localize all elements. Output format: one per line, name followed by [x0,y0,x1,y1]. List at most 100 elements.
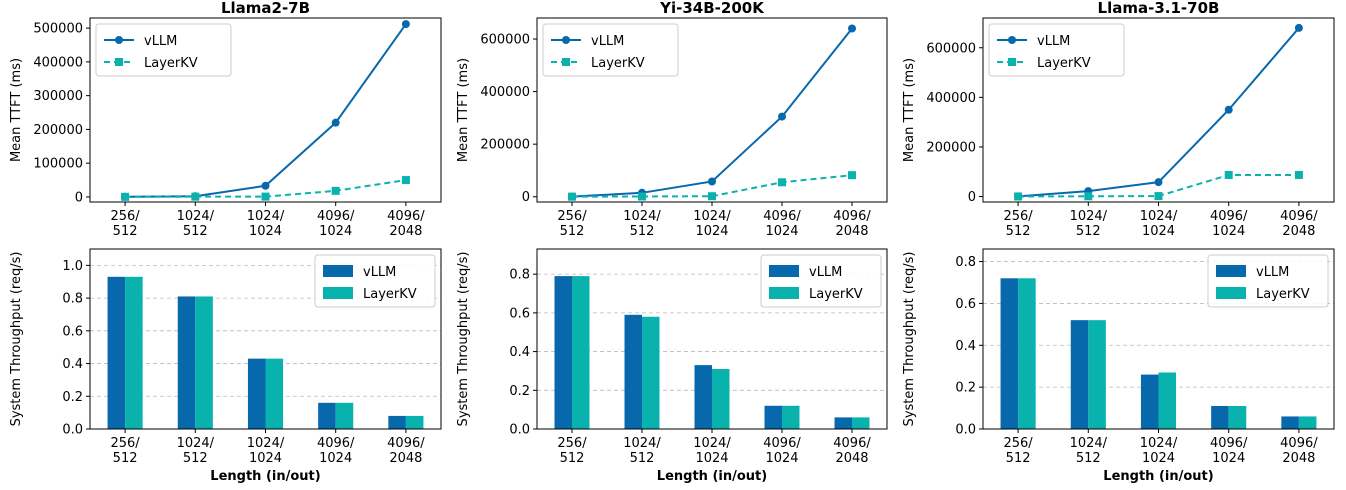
bar-layerkv [405,415,424,429]
point-vllm [848,24,856,33]
x-tick-label: 1024/ [1140,436,1178,451]
point-vllm [1224,105,1233,114]
y-tick-label: 0 [75,190,83,205]
x-tick-label: 4096/ [387,436,425,451]
x-tick-label: 4096/ [763,436,801,451]
point-vllm [708,177,716,186]
x-tick-label: 512 [560,224,585,239]
y-tick-label: 500000 [33,22,83,37]
x-tick-label: 4096/ [317,436,355,451]
x-tick-label: 4096/ [387,209,425,224]
bar-vllm [1281,416,1299,429]
x-tick-label: 4096/ [317,209,355,224]
x-tick-label: 4096/ [833,209,871,224]
x-tick-label: 512 [630,451,655,466]
x-tick-label: 512 [1076,224,1101,239]
x-tick-label: 1024/ [1070,209,1108,224]
x-axis-label: Length (in/out) [1103,469,1213,484]
bar-vllm [624,314,642,429]
y-tick-label: 400000 [480,85,530,100]
x-tick-label: 1024 [319,451,352,466]
y-tick-label: 0.4 [955,339,976,354]
x-tick-label: 256/ [110,436,140,451]
legend-label-layerkv: LayerKV [809,287,863,302]
y-tick-label: 0.8 [955,255,976,270]
x-tick-label: 512 [183,451,208,466]
y-tick-label: 0.6 [955,297,976,312]
x-tick-label: 1024/ [247,209,285,224]
y-tick-label: 0.0 [62,423,83,438]
x-tick-label: 2048 [1282,224,1315,239]
legend: vLLM LayerKV [760,254,882,308]
y-tick-label: 0 [968,190,976,205]
legend-swatch-layerkv [323,287,353,299]
point-layerkv [261,192,270,201]
y-axis-label: Mean TTFT (ms) [456,58,471,162]
y-tick-label: 400000 [33,55,83,70]
x-tick-label: 1024/ [693,436,731,451]
y-tick-label: 400000 [926,91,976,106]
x-tick-label: 512 [113,451,138,466]
x-tick-label: 1024 [249,451,282,466]
bar-vllm [247,358,266,429]
point-vllm [331,118,340,127]
y-axis-label: System Throughput (req/s) [9,252,24,427]
subplot-4: 0.00.20.40.60.81.0256/5121024/5121024/10… [9,248,442,484]
point-layerkv [191,192,200,201]
x-tick-label: 1024/ [177,209,215,224]
legend-label-layerkv: LayerKV [144,56,198,71]
subplot-3: 0200000400000600000256/5121024/5121024/1… [902,0,1335,239]
point-layerkv [778,178,786,187]
bar-layerkv [572,276,590,429]
legend-label-vllm: vLLM [363,265,396,280]
point-layerkv [638,192,646,201]
y-tick-label: 600000 [480,33,530,48]
bar-vllm [177,296,196,429]
point-layerkv [1014,192,1023,201]
subplot-5: 0.00.20.40.60.8256/5121024/5121024/10244… [456,248,888,484]
x-axis-label: Length (in/out) [657,469,767,484]
legend-marker-vllm [1008,36,1016,44]
bar-vllm [554,276,572,429]
subplot-1: 0100000200000300000400000500000256/51210… [9,0,442,239]
point-layerkv [401,176,410,185]
x-tick-label: 1024/ [177,436,215,451]
bar-vllm [1140,374,1159,429]
bar-vllm [388,415,406,429]
bar-layerkv [852,417,870,429]
legend-label-layerkv: LayerKV [363,287,417,302]
legend-marker-layerkv [1008,58,1016,66]
bar-vllm [1211,405,1229,429]
legend-label-vllm: vLLM [1256,265,1289,280]
bar-vllm [1000,278,1019,429]
y-tick-label: 0.4 [62,357,83,372]
x-tick-label: 4096/ [763,209,801,224]
y-tick-label: 0.6 [62,324,83,339]
point-layerkv [1294,170,1303,179]
x-tick-label: 2048 [835,451,868,466]
x-tick-label: 2048 [1282,451,1315,466]
x-tick-label: 1024 [1212,451,1245,466]
x-axis-label: Length (in/out) [210,469,320,484]
point-layerkv [1154,192,1163,201]
x-tick-label: 1024/ [1140,209,1178,224]
point-layerkv [568,192,576,201]
x-tick-label: 1024/ [693,209,731,224]
point-layerkv [331,186,340,195]
point-layerkv [1224,170,1233,179]
x-tick-label: 4096/ [833,436,871,451]
x-tick-label: 2048 [835,224,868,239]
x-tick-label: 1024/ [247,436,285,451]
x-tick-label: 512 [1006,224,1031,239]
bar-layerkv [642,316,660,429]
x-tick-label: 512 [183,224,208,239]
point-layerkv [708,192,716,201]
y-tick-label: 300000 [33,89,83,104]
x-tick-label: 256/ [110,209,140,224]
bar-vllm [764,405,782,429]
bar-layerkv [712,369,730,429]
y-tick-label: 600000 [926,41,976,56]
y-tick-label: 0.6 [509,306,530,321]
y-tick-label: 200000 [926,140,976,155]
bar-layerkv [1228,405,1247,429]
